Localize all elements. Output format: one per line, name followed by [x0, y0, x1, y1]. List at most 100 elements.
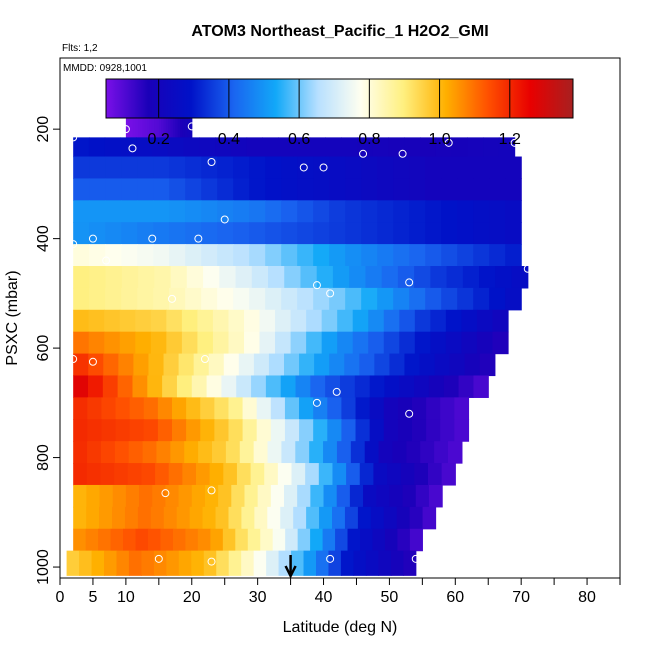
- heatmap-cell: [399, 331, 416, 355]
- sample-point: [405, 278, 414, 287]
- heatmap-cell: [473, 200, 490, 223]
- heatmap-cell: [88, 375, 104, 398]
- heatmap-cell: [250, 463, 265, 486]
- heatmap-cell: [163, 353, 180, 377]
- heatmap-cell: [365, 550, 379, 576]
- heatmap-cell: [176, 375, 193, 398]
- plot-frame: [59, 57, 621, 579]
- colorbar-tick-label: 0.8: [358, 131, 380, 148]
- heatmap-cell: [73, 137, 90, 158]
- heatmap-cell: [313, 178, 330, 201]
- heatmap-cell: [219, 266, 237, 289]
- heatmap-cell: [202, 506, 217, 530]
- heatmap-cell: [153, 550, 167, 576]
- heatmap-cell: [446, 266, 464, 289]
- heatmap-cell: [430, 266, 448, 289]
- heatmap-cell: [201, 287, 218, 311]
- y-tick-label: 400: [35, 225, 52, 252]
- heatmap-cell: [345, 178, 362, 201]
- heatmap-cell: [425, 287, 442, 311]
- heatmap-cell: [170, 266, 188, 289]
- sample-point: [69, 240, 78, 249]
- heatmap-cell: [476, 331, 494, 355]
- heatmap-cell: [281, 200, 298, 223]
- heatmap-cell: [73, 484, 87, 508]
- heatmap-cell: [349, 266, 367, 289]
- heatmap-cell: [210, 528, 224, 552]
- sample-point: [220, 215, 229, 224]
- heatmap-cell: [387, 463, 402, 486]
- heatmap-cell: [88, 137, 106, 158]
- heatmap-cell: [89, 287, 106, 311]
- heatmap-cell: [430, 331, 447, 355]
- heatmap-cell: [177, 118, 181, 138]
- heatmap-cell: [166, 309, 183, 333]
- heatmap-cell: [151, 118, 155, 138]
- heatmap-cell: [313, 200, 330, 223]
- heatmap-cell: [404, 137, 421, 158]
- heatmap-cell: [345, 156, 362, 180]
- heatmap-cell: [329, 353, 345, 377]
- heatmap-cell: [162, 375, 178, 398]
- chart-title: ATOM3 Northeast_Pacific_1 H2O2_GMI: [191, 23, 488, 40]
- heatmap-cell: [492, 331, 509, 355]
- y-tick-label: 200: [35, 116, 52, 143]
- heatmap-cell: [340, 375, 356, 398]
- heatmap-cell: [73, 506, 87, 530]
- heatmap-cell: [105, 178, 122, 201]
- colorbar-tick-label: 0.2: [148, 131, 170, 148]
- heatmap-cell: [180, 118, 183, 138]
- heatmap-cell: [163, 506, 178, 530]
- heatmap-cell: [361, 200, 378, 223]
- heatmap-cell: [388, 137, 405, 158]
- heatmap-cell: [457, 156, 474, 180]
- sample-point: [154, 554, 163, 563]
- heatmap-cell: [425, 156, 442, 180]
- heatmap-cell: [369, 375, 386, 398]
- heatmap-cell: [143, 419, 159, 442]
- heatmap-cell: [377, 287, 394, 311]
- heatmap-cell: [185, 244, 202, 267]
- sample-point: [411, 554, 420, 563]
- heatmap-cell: [168, 463, 183, 486]
- heatmap-cell: [443, 375, 460, 398]
- heatmap-cell: [200, 397, 215, 420]
- heatmap-cell: [483, 137, 500, 158]
- heatmap-cell: [409, 222, 426, 245]
- heatmap-cell: [233, 222, 250, 245]
- heatmap-cell: [135, 309, 152, 333]
- heatmap-cell: [259, 309, 276, 333]
- heatmap-cell: [87, 397, 103, 420]
- heatmap-cell: [161, 118, 165, 138]
- heatmap-cell: [340, 550, 355, 576]
- heatmap-cell: [270, 419, 286, 442]
- heatmap-cell: [332, 463, 347, 486]
- heatmap-cell: [297, 156, 314, 180]
- heatmap-cell: [142, 118, 146, 138]
- heatmap-cell: [150, 506, 165, 530]
- heatmap-cell: [449, 353, 466, 377]
- heatmap-cell: [392, 441, 407, 464]
- heatmap-cell: [172, 528, 187, 552]
- heatmap-cell: [104, 331, 121, 355]
- heatmap-cell: [110, 528, 124, 552]
- colorbar-tick-label: 1.0: [428, 131, 450, 148]
- heatmap-cell: [170, 441, 185, 464]
- heatmap-cell: [88, 331, 105, 355]
- heatmap-cell: [212, 331, 230, 355]
- heatmap-cell: [281, 156, 298, 180]
- heatmap-cell: [170, 118, 174, 138]
- heatmap-cell: [153, 222, 170, 245]
- heatmap-cell: [206, 375, 223, 398]
- heatmap-cell: [299, 397, 314, 420]
- heatmap-cell: [440, 419, 455, 442]
- heatmap-cell: [479, 266, 496, 289]
- heatmap-cell: [355, 397, 371, 420]
- heatmap-cell: [356, 137, 374, 158]
- heatmap-cell: [181, 309, 199, 333]
- x-tick-label: 0: [56, 589, 65, 606]
- heatmap-cell: [309, 441, 324, 464]
- heatmap-cell: [89, 156, 106, 180]
- heatmap-cell: [256, 397, 272, 420]
- heatmap-cell: [306, 309, 323, 333]
